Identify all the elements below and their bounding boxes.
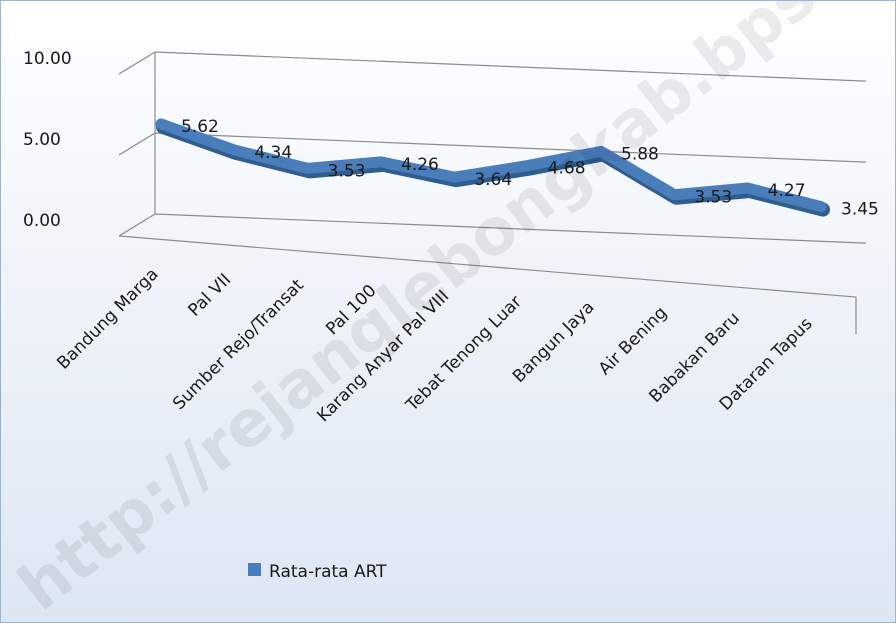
data-label: 4.68 [548,159,586,179]
gridline-side [118,132,156,156]
data-label: 5.62 [181,117,219,137]
data-label: 3.53 [328,161,366,181]
y-tick-label: 0.00 [23,211,61,231]
data-label: 3.53 [694,188,732,208]
y-tick-label: 5.00 [23,130,61,150]
gridline [154,213,867,244]
data-label: 5.88 [621,144,659,164]
series-line [155,118,830,217]
gridline [154,51,867,82]
legend: Rata-rata ART [248,562,387,582]
data-label: 4.26 [401,155,439,175]
data-labels: 5.62 4.34 3.53 4.26 3.64 4.68 5.88 3.53 4.27 3.45 [181,117,879,220]
data-label: 3.64 [474,170,512,190]
gridline-side [118,213,156,237]
legend-label: Rata-rata ART [269,562,387,582]
gridline-side [118,51,156,75]
y-tick-label: 10.00 [23,49,72,69]
series-line-path [155,118,827,213]
floor-edge [118,235,857,334]
data-label: 4.27 [768,181,806,201]
data-label: 3.45 [841,200,879,220]
gridline [154,132,867,163]
y-axis-ticks: 0.00 5.00 10.00 [23,49,72,231]
data-label: 4.34 [254,143,292,163]
legend-swatch [248,563,261,576]
plot-grid [118,51,867,334]
